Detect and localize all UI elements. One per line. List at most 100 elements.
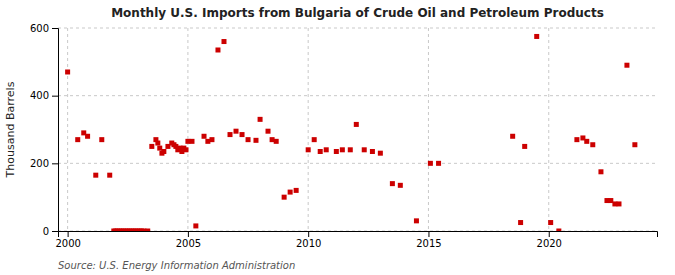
point xyxy=(362,147,367,152)
y-axis: 0 200 400 600 xyxy=(30,23,59,237)
point xyxy=(294,188,299,193)
point xyxy=(193,223,198,228)
point xyxy=(428,161,433,166)
y-axis-tick-mark xyxy=(52,231,58,232)
point xyxy=(75,137,80,142)
point xyxy=(398,183,403,188)
point xyxy=(274,139,279,144)
point xyxy=(145,229,150,232)
point xyxy=(632,142,637,147)
point xyxy=(65,69,70,74)
point xyxy=(318,149,323,154)
x-grid-line xyxy=(428,28,429,231)
y-axis-tick: 400 xyxy=(30,90,58,101)
point xyxy=(85,134,90,139)
y-grid-line xyxy=(58,163,657,164)
x-axis-line xyxy=(59,232,658,238)
point xyxy=(510,134,515,139)
x-grid-line xyxy=(67,28,68,231)
x-axis-tick-mark xyxy=(549,231,550,237)
x-grid-line xyxy=(548,28,549,231)
point xyxy=(390,181,395,186)
point xyxy=(149,144,154,149)
x-axis-tick: 2020 xyxy=(537,231,562,249)
point xyxy=(202,134,207,139)
point xyxy=(155,141,160,146)
x-axis-tick-label: 2010 xyxy=(296,238,321,249)
y-axis-tick: 0 xyxy=(43,226,58,237)
point xyxy=(624,63,629,68)
x-axis-tick-mark xyxy=(428,231,429,237)
point xyxy=(348,147,353,152)
point xyxy=(584,139,589,144)
point xyxy=(161,149,166,154)
point xyxy=(189,139,194,144)
grid xyxy=(58,28,657,231)
point xyxy=(598,169,603,174)
x-axis-tick-label: 2020 xyxy=(537,238,562,249)
y-grid-line xyxy=(58,95,657,96)
point xyxy=(258,117,263,122)
x-axis-tick: 2005 xyxy=(176,231,201,249)
y-axis-tick: 600 xyxy=(30,23,58,34)
x-axis-tick: 2010 xyxy=(296,231,321,249)
point xyxy=(240,132,245,137)
y-axis-tick-label: 200 xyxy=(30,158,49,169)
point xyxy=(556,229,561,232)
plot: 2000 2005 2010 2015 2020 0 200 400 600 xyxy=(30,23,658,249)
point xyxy=(340,147,345,152)
point xyxy=(93,173,98,178)
y-axis-tick-label: 0 xyxy=(43,226,49,237)
point xyxy=(99,137,104,142)
y-axis-tick-mark xyxy=(52,163,58,164)
x-axis-tick-label: 2005 xyxy=(176,238,201,249)
chart: 2000 2005 2010 2015 2020 0 200 400 600 Monthly U.… xyxy=(0,0,675,275)
x-axis-tick-label: 2015 xyxy=(416,238,441,249)
y-axis-title: Thousand Barrels xyxy=(4,81,17,178)
y-axis-tick: 200 xyxy=(30,158,58,169)
point xyxy=(228,132,233,137)
y-axis-tick-label: 400 xyxy=(30,90,49,101)
points xyxy=(65,34,637,231)
point xyxy=(306,147,311,152)
x-grid-line xyxy=(308,28,309,231)
point xyxy=(215,47,220,52)
x-axis-tick: 2015 xyxy=(416,231,441,249)
point xyxy=(534,34,539,39)
x-axis-tick-label: 2000 xyxy=(55,238,80,249)
point xyxy=(590,142,595,147)
point xyxy=(436,161,441,166)
x-axis-tick-mark xyxy=(308,231,309,237)
point xyxy=(616,201,621,206)
point xyxy=(370,149,375,154)
x-grid-line xyxy=(187,28,188,231)
x-axis-tick-mark xyxy=(188,231,189,237)
point xyxy=(574,137,579,142)
point xyxy=(209,137,214,142)
point xyxy=(324,147,329,152)
point xyxy=(253,138,258,143)
point xyxy=(183,147,188,152)
title: Monthly U.S. Imports from Bulgaria of Cr… xyxy=(111,6,604,20)
y-axis-tick-mark xyxy=(52,28,58,29)
point xyxy=(266,129,271,134)
point xyxy=(234,129,239,134)
point xyxy=(312,137,317,142)
y-axis-tick-mark xyxy=(52,96,58,97)
point xyxy=(378,151,383,156)
y-axis-tick-label: 600 xyxy=(30,23,49,34)
point xyxy=(548,220,553,225)
point xyxy=(107,173,112,178)
point xyxy=(414,218,419,223)
x-axis-tick: 2000 xyxy=(55,231,80,249)
x-axis-tick-mark xyxy=(68,231,69,237)
y-axis-line xyxy=(52,29,59,232)
point xyxy=(221,39,226,44)
point xyxy=(282,195,287,200)
point xyxy=(334,149,339,154)
point xyxy=(288,190,293,195)
source: Source: U.S. Energy Information Administ… xyxy=(58,260,295,271)
y-grid-line xyxy=(58,28,657,29)
point xyxy=(518,220,523,225)
point xyxy=(354,122,359,127)
